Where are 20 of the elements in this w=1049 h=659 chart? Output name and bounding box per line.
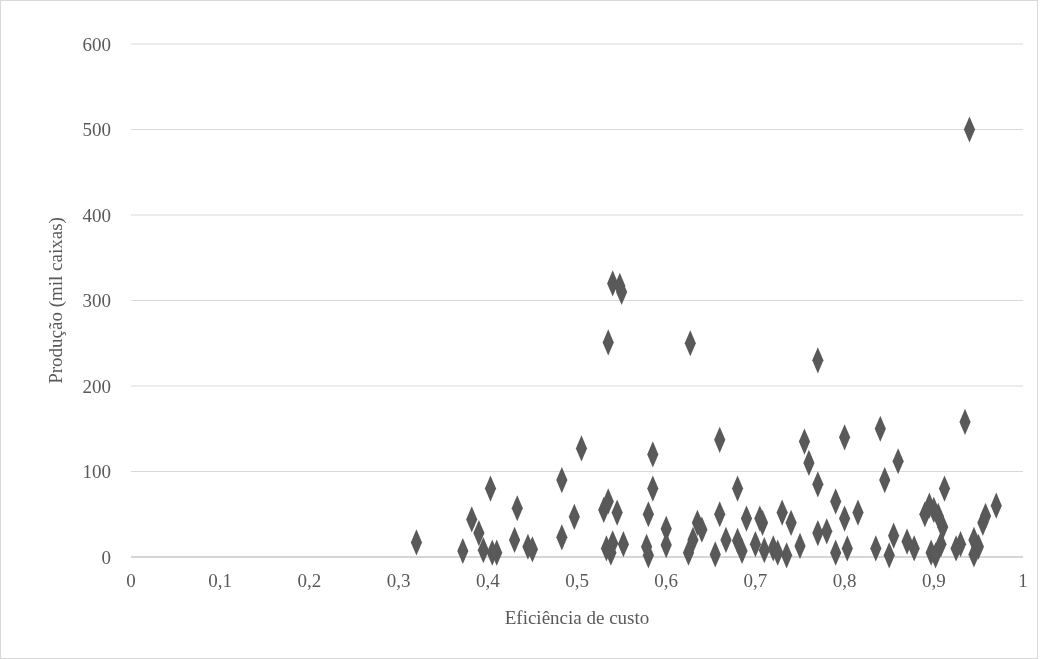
x-tick-label: 1 — [1018, 570, 1028, 591]
y-tick-label: 200 — [82, 375, 111, 397]
x-tick-label: 0,5 — [565, 570, 589, 591]
y-tick-label: 100 — [82, 461, 111, 483]
x-axis-title: Eficiência de custo — [504, 607, 650, 628]
x-tick-label: 0,2 — [297, 570, 322, 591]
x-tick-label: 0,7 — [743, 570, 768, 591]
x-tick-label: 0,3 — [386, 570, 411, 591]
y-tick-label: 600 — [82, 33, 111, 55]
x-tick-label: 0,1 — [208, 570, 233, 591]
y-tick-label: 400 — [82, 204, 111, 226]
x-tick-label: 0,6 — [654, 570, 679, 591]
x-tick-label: 0,4 — [475, 570, 501, 591]
y-axis-title: Produção (mil caixas) — [45, 217, 67, 384]
x-tick-label: 0,8 — [832, 570, 857, 591]
x-tick-label: 0 — [126, 570, 136, 591]
y-tick-label: 300 — [82, 290, 111, 312]
y-tick-label: 500 — [82, 119, 111, 141]
y-tick-label: 0 — [101, 546, 111, 568]
x-tick-label: 0,9 — [921, 570, 946, 591]
